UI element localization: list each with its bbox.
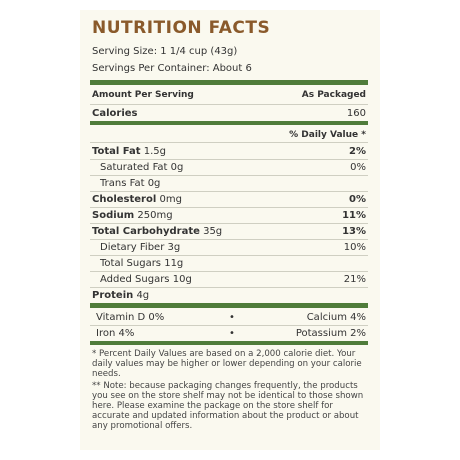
nutrient-amount: 1.5g <box>143 146 167 157</box>
divider-thin <box>90 142 368 143</box>
divider-thick <box>90 303 368 308</box>
daily-value-header: % Daily Value * <box>289 130 366 140</box>
bullet: • <box>229 328 235 339</box>
divider-medium <box>90 341 368 345</box>
nutrient-row-dietary-fiber: Dietary Fiber 3g <box>100 242 180 254</box>
divider-thin <box>90 159 368 160</box>
divider-thin <box>90 239 368 240</box>
calcium: Calcium 4% <box>306 312 366 323</box>
amount-per-serving-label: Amount Per Serving <box>92 90 194 100</box>
nutrient-label: Trans Fat <box>100 178 145 189</box>
servings-per-container: Servings Per Container: About 6 <box>92 63 252 74</box>
divider-thin <box>90 255 368 256</box>
divider-thick <box>90 80 368 85</box>
nutrient-amount: 35g <box>203 226 223 237</box>
divider-thin <box>90 207 368 208</box>
divider-thin <box>90 287 368 288</box>
serving-size: Serving Size: 1 1/4 cup (43g) <box>92 46 238 57</box>
nutrient-amount: 10g <box>172 274 192 285</box>
nutrient-amount: 250mg <box>137 210 173 221</box>
divider-thin <box>90 325 368 326</box>
nutrient-amount: 4g <box>136 290 150 301</box>
nutrient-dv: 13% <box>342 226 366 237</box>
nutrient-label: Protein <box>92 290 134 301</box>
nutrient-row-total-sugars: Total Sugars 11g <box>100 258 183 270</box>
nutrient-label: Dietary Fiber <box>100 242 165 253</box>
nutrient-dv: 0% <box>350 162 366 173</box>
potassium: Potassium 2% <box>295 328 366 339</box>
divider-thin <box>90 104 368 105</box>
nutrient-amount: 0g <box>147 178 161 189</box>
nutrient-dv: 0% <box>349 194 366 205</box>
nutrient-row-total-fat: Total Fat 1.5g <box>92 146 166 158</box>
page-title: NUTRITION FACTS <box>92 18 271 38</box>
nutrient-amount: 11g <box>164 258 184 269</box>
nutrient-row-added-sugars: Added Sugars 10g <box>100 274 192 286</box>
divider-thin <box>90 191 368 192</box>
divider-thin <box>90 175 368 176</box>
iron: Iron 4% <box>96 328 135 339</box>
nutrient-dv: 10% <box>343 242 366 253</box>
nutrient-dv: 11% <box>342 210 366 221</box>
nutrient-row-total-carbohydrate: Total Carbohydrate 35g <box>92 226 222 238</box>
nutrient-dv: 2% <box>349 146 366 157</box>
nutrient-row-trans-fat: Trans Fat 0g <box>100 178 160 190</box>
nutrient-row-protein: Protein 4g <box>92 290 149 302</box>
bullet: • <box>229 312 235 323</box>
nutrient-dv: 21% <box>343 274 366 285</box>
divider-medium <box>90 121 368 125</box>
nutrient-amount: 0g <box>170 162 184 173</box>
nutrient-row-saturated-fat: Saturated Fat 0g <box>100 162 183 174</box>
nutrient-label: Sodium <box>92 210 135 221</box>
nutrient-label: Total Fat <box>92 146 141 157</box>
nutrient-label: Cholesterol <box>92 194 157 205</box>
divider-thin <box>90 271 368 272</box>
nutrient-row-sodium: Sodium 250mg <box>92 210 173 222</box>
nutrient-row-cholesterol: Cholesterol 0mg <box>92 194 182 206</box>
nutrient-amount: 3g <box>167 242 181 253</box>
nutrient-label: Added Sugars <box>100 274 170 285</box>
nutrient-label: Total Sugars <box>100 258 162 269</box>
nutrient-label: Saturated Fat <box>100 162 168 173</box>
vitamin-d: Vitamin D 0% <box>96 312 165 323</box>
calories-label: Calories <box>92 108 138 119</box>
calories-value: 160 <box>346 108 366 119</box>
nutrient-amount: 0mg <box>159 194 182 205</box>
as-packaged-label: As Packaged <box>301 90 366 100</box>
footnote-packaging-note: ** Note: because packaging changes frequ… <box>92 381 364 431</box>
footnote-daily-values: * Percent Daily Values are based on a 2,… <box>92 349 362 379</box>
nutrient-label: Total Carbohydrate <box>92 226 200 237</box>
divider-thin <box>90 223 368 224</box>
